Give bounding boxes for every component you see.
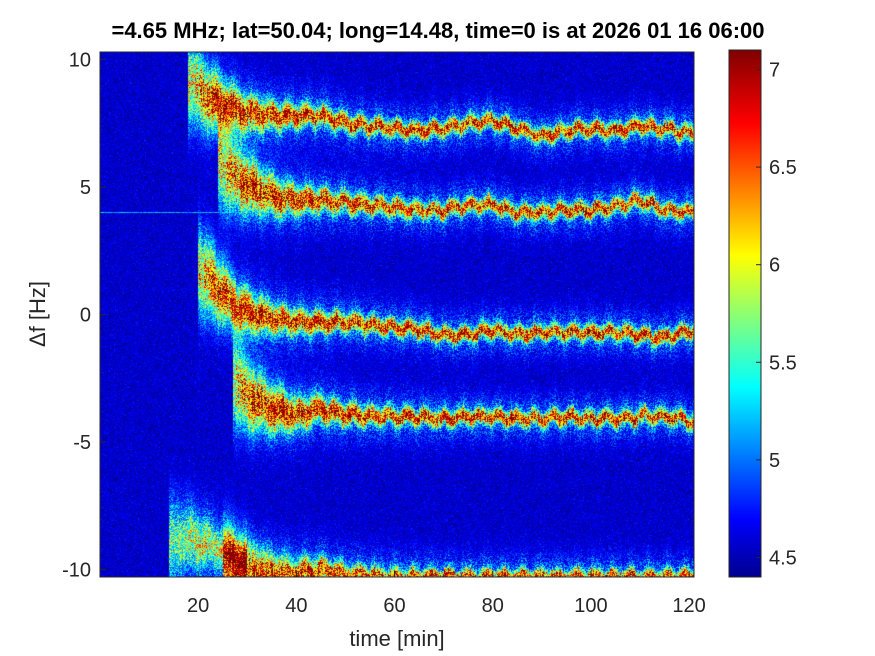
colorbar-tick-label: 6	[769, 255, 780, 277]
y-tick-label: 0	[80, 305, 91, 327]
colorbar: 4.5 5 5.5 6 6.5 7	[728, 49, 797, 578]
y-axis: -10 -5 0 5 10	[62, 50, 106, 581]
x-tick-label: 120	[672, 595, 705, 617]
chart-title: =4.65 MHz; lat=50.04; long=14.48, time=0…	[111, 18, 764, 43]
x-axis: 20 40 60 80 100 120	[187, 571, 706, 617]
y-tick-label: 5	[80, 177, 91, 199]
plot-area	[99, 51, 695, 578]
y-tick-label: -5	[73, 432, 91, 454]
colorbar-tick-label: 7	[769, 60, 780, 82]
x-tick-label: 100	[574, 595, 607, 617]
colorbar-gradient	[728, 49, 762, 578]
x-tick-label: 80	[482, 595, 504, 617]
spectrogram-heatmap	[100, 52, 694, 577]
colorbar-tick-label: 4.5	[769, 547, 797, 569]
colorbar-tick-label: 5	[769, 450, 780, 472]
x-tick-label: 20	[187, 595, 209, 617]
y-axis-label: Δf [Hz]	[25, 281, 50, 347]
colorbar-tick-label: 5.5	[769, 352, 797, 374]
x-tick-label: 60	[383, 595, 405, 617]
y-tick-label: -10	[62, 559, 91, 581]
x-tick-label: 40	[285, 595, 307, 617]
colorbar-tick-label: 6.5	[769, 157, 797, 179]
x-axis-label: time [min]	[349, 626, 444, 651]
y-tick-label: 10	[69, 50, 91, 72]
colorbar-ticks: 4.5 5 5.5 6 6.5 7	[756, 60, 797, 569]
